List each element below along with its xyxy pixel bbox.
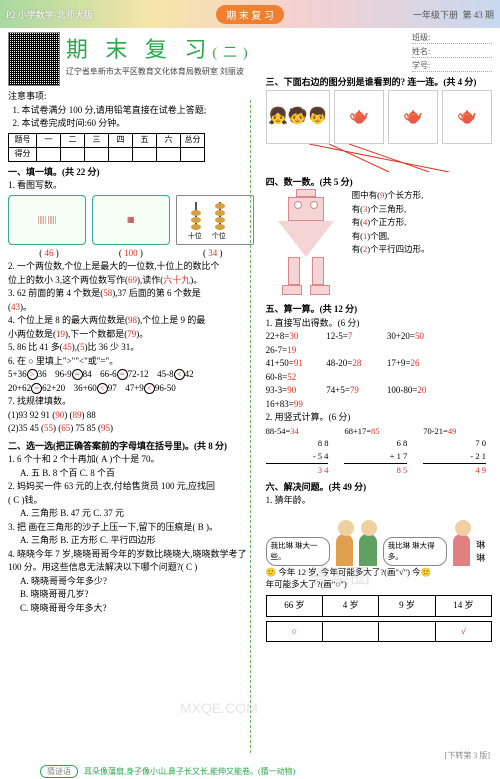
watermark-2: MXQE.COM <box>180 700 258 716</box>
top-right: 一年级下册 第 43 期 <box>284 8 494 21</box>
section-4: 四、数一数。(共 5 分) 图中有(9)个长方形, 有(3)个三角形, 有 <box>266 176 492 300</box>
sticks-image: ||||| ||||| <box>8 195 86 245</box>
notice: 注意事项: 1. 本试卷满分 100 分,请用铅笔直接在试卷上答题; 2. 本试… <box>8 90 254 162</box>
section-5: 五、算一算。(共 12 分) 1. 直接写出得数。(6 分) 22+8=30 1… <box>266 303 492 477</box>
abacus-image: 十位个位 <box>176 195 254 245</box>
page-title: 期 末 复 习(二) <box>66 32 254 64</box>
qr-code <box>8 32 60 86</box>
age-marks: ○√ <box>266 621 492 643</box>
section-2: 二、选一选(把正确答案前的字母填在括号里)。(共 8 分) 1. 6 个十和 2… <box>8 440 254 616</box>
grid-image: ▦ <box>92 195 170 245</box>
kids-illustration: 我比琳 琳大一些。 我比琳 琳大得多。 琳琳 <box>266 508 492 566</box>
section-3: 三、下面右边的图分别是谁看到的? 连一连。(共 4 分) 👧🧒👦 🫖 🫖 🫖 <box>266 76 492 172</box>
top-left: P2 小学数学·北师大版 <box>6 8 216 21</box>
author-line: 辽宁省阜新市太平区教育文化体育局教研室 刘丽波 <box>66 66 254 77</box>
compare-row: 5+36>36 96-9=84 66-6=72-12 45-8<42 20+62… <box>8 368 254 395</box>
teapot-2: 🫖 <box>388 90 438 144</box>
score-table: 题号一二三四五六总分 得分 <box>8 133 205 162</box>
connect-lines <box>266 144 492 172</box>
section-1: 一、填一填。(共 22 分) 1. 看图写数。 ||||| ||||| ▦ 十位… <box>8 166 254 436</box>
page-turn: [下转第 3 版] <box>445 750 490 761</box>
column-divider <box>250 100 251 753</box>
age-table: 66 岁4 岁9 岁14 岁 <box>266 595 492 617</box>
robot-image <box>266 189 346 299</box>
top-ribbon: 期 末 复 习 <box>216 5 284 24</box>
teapot-1: 🫖 <box>334 90 384 144</box>
kids-table: 👧🧒👦 <box>266 90 330 144</box>
student-info: 班级: 姓名: 学号: <box>412 32 492 72</box>
section-6: 六、解决问题。(共 49 分) 1. 猜年龄。 我比琳 琳大一些。 我比琳 琳大… <box>266 481 492 643</box>
riddle-bar: 猜谜语耳朵像蒲扇,身子像小山,鼻子长又长,能伸又能卷。(猜一动物) <box>40 766 492 777</box>
teapot-3: 🫖 <box>442 90 492 144</box>
